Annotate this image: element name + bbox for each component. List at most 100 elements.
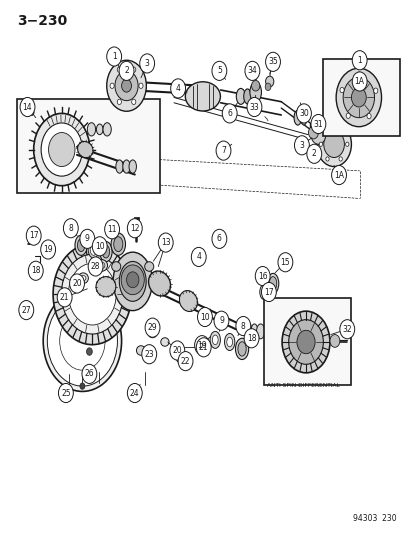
Ellipse shape [116,160,123,173]
Circle shape [265,52,280,71]
Ellipse shape [251,324,257,337]
Text: 2: 2 [124,67,128,75]
Circle shape [310,115,325,134]
Bar [263,298,350,384]
Ellipse shape [249,82,261,102]
Text: 4: 4 [196,253,201,261]
Circle shape [131,67,135,72]
Bar [133,217,138,221]
Text: 18: 18 [31,266,40,275]
Circle shape [63,219,78,238]
Circle shape [339,320,354,339]
Circle shape [43,290,121,391]
Circle shape [265,76,273,87]
Text: 94303  230: 94303 230 [352,514,396,523]
Circle shape [110,83,114,88]
Circle shape [329,335,339,348]
Circle shape [139,83,143,88]
Circle shape [80,383,85,389]
Bar [17,99,159,193]
Circle shape [338,127,342,132]
Text: 31: 31 [313,119,323,128]
Circle shape [131,99,135,104]
Circle shape [345,142,348,147]
Circle shape [255,266,269,286]
Circle shape [145,318,159,337]
Ellipse shape [77,141,93,158]
Text: 22: 22 [180,357,190,366]
Circle shape [29,109,34,116]
Circle shape [373,88,377,93]
Text: 33: 33 [249,102,259,111]
Ellipse shape [103,123,111,136]
Ellipse shape [160,338,169,346]
Ellipse shape [268,277,276,290]
Ellipse shape [114,237,123,252]
Text: 8: 8 [240,321,245,330]
Text: 1A: 1A [354,77,364,86]
Circle shape [296,330,314,354]
Ellipse shape [113,252,152,311]
Text: 3: 3 [299,141,304,150]
Circle shape [323,131,344,158]
Circle shape [277,253,292,272]
Ellipse shape [235,338,248,360]
Circle shape [170,79,185,98]
Text: 3−230: 3−230 [17,14,67,28]
Ellipse shape [123,160,130,173]
Circle shape [244,61,259,80]
Circle shape [92,237,107,256]
Circle shape [104,220,119,239]
Circle shape [48,133,75,166]
Circle shape [251,80,259,91]
Text: 2: 2 [311,149,316,158]
Circle shape [265,83,270,91]
Ellipse shape [259,285,268,300]
Text: 35: 35 [268,58,277,66]
Circle shape [244,329,259,348]
Ellipse shape [209,332,220,349]
Text: 19: 19 [43,245,53,254]
Text: 30: 30 [298,109,308,118]
Circle shape [47,296,117,386]
Ellipse shape [136,346,145,356]
Ellipse shape [243,89,251,104]
Circle shape [68,263,116,325]
Text: 25: 25 [61,389,71,398]
Ellipse shape [88,241,99,258]
Circle shape [342,77,374,118]
Text: 10: 10 [95,242,104,251]
Text: 5: 5 [216,67,221,75]
Ellipse shape [112,262,121,271]
Circle shape [351,51,366,70]
Circle shape [20,98,35,117]
Text: ANTI SPIN DIFFERENTIAL: ANTI SPIN DIFFERENTIAL [266,383,339,389]
Text: 32: 32 [342,325,351,334]
Text: 20: 20 [172,346,182,355]
Ellipse shape [147,328,157,338]
Circle shape [127,219,142,238]
Circle shape [308,126,318,139]
Ellipse shape [185,82,220,111]
Circle shape [121,265,144,295]
Circle shape [351,72,366,91]
Ellipse shape [96,124,103,135]
Circle shape [306,144,321,164]
Ellipse shape [150,330,154,336]
Circle shape [338,157,342,161]
Text: 23: 23 [144,350,154,359]
Ellipse shape [224,334,234,351]
Circle shape [331,165,346,184]
Circle shape [80,229,95,248]
Circle shape [169,341,184,360]
Text: 21: 21 [199,343,208,352]
Ellipse shape [179,290,197,311]
Text: 13: 13 [161,238,170,247]
Circle shape [194,336,209,355]
Circle shape [107,60,146,111]
Circle shape [117,67,121,72]
Ellipse shape [87,123,95,136]
Text: 4: 4 [175,84,180,93]
Circle shape [356,72,360,77]
Circle shape [107,47,121,66]
